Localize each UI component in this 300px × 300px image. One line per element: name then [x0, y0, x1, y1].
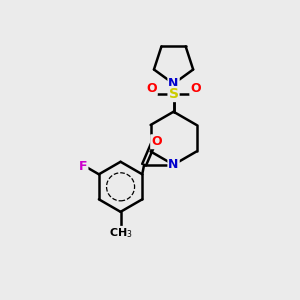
Text: O: O — [190, 82, 201, 95]
Text: CH$_3$: CH$_3$ — [109, 226, 133, 240]
Text: O: O — [146, 82, 157, 95]
Text: O: O — [151, 135, 162, 148]
Text: N: N — [168, 158, 179, 171]
Text: F: F — [79, 160, 87, 173]
Text: N: N — [168, 77, 179, 90]
Text: S: S — [169, 87, 178, 101]
